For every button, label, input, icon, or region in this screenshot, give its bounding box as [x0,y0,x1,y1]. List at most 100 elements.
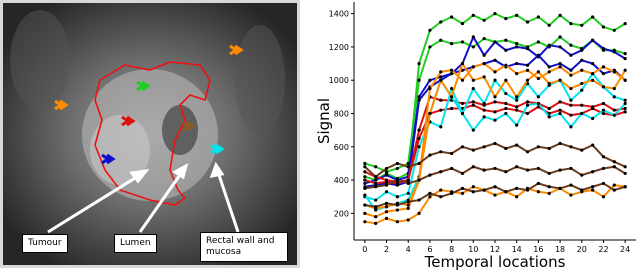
point [460,40,465,44]
point [374,185,378,189]
point [417,211,421,215]
point [591,78,595,82]
point [504,106,508,111]
point [623,56,627,61]
point [558,65,562,69]
point [471,13,475,17]
point [536,101,540,106]
point [450,71,454,76]
point [525,68,530,72]
point [363,165,367,169]
point [504,170,508,174]
point [460,111,465,116]
series-line [364,142,626,179]
point [580,173,584,177]
point [536,70,540,74]
point [374,165,378,169]
point [525,188,530,192]
x-axis-label: Temporal locations [424,253,566,271]
point [395,181,399,186]
point [363,175,367,179]
series-line [364,35,626,173]
point [623,101,627,106]
point [374,181,378,186]
point [450,68,454,72]
point [471,65,475,69]
point [406,206,410,210]
point [569,193,573,197]
point [591,185,595,189]
point [439,125,443,129]
point [504,17,508,21]
point [406,178,410,182]
point [482,53,486,57]
point [493,185,497,189]
point [504,91,508,96]
point [536,15,540,19]
point [525,78,530,82]
chart: Signal Temporal locations 20040060080010… [315,2,636,271]
point [569,103,573,107]
point [450,95,454,99]
point [515,165,519,169]
point [374,221,378,225]
point [428,153,432,157]
point [525,100,530,104]
point [569,53,573,57]
point [384,180,389,184]
point [439,195,443,199]
point [417,136,421,141]
point [374,175,378,179]
point [417,198,421,202]
point [515,95,519,99]
point [536,76,540,81]
y-tick-label: 1400 [329,10,349,19]
point [482,145,486,149]
point [580,81,584,86]
point [601,65,606,69]
point [569,98,573,102]
label: Lumen [114,234,157,253]
point [460,186,465,191]
point [536,40,540,44]
point [460,171,465,176]
y-tick-label: 800 [334,110,349,119]
point [493,141,497,146]
point [612,113,616,117]
point [395,203,399,207]
point [612,86,616,91]
point [580,111,584,116]
point [428,191,432,195]
x-tick-label: 12 [490,245,500,254]
point [515,71,519,76]
point [471,45,475,49]
point [482,61,486,66]
point [569,183,573,187]
arrows [54,44,244,165]
point [482,101,486,106]
point [623,68,627,72]
point [558,186,562,191]
point [384,190,389,194]
x-tick-label: 6 [427,245,432,254]
x-tick-label: 24 [620,245,630,254]
point [580,88,584,92]
point [406,191,410,195]
point [558,78,562,82]
point [417,178,421,182]
point [525,63,530,67]
y-tick-label: 600 [334,143,349,152]
point [471,190,475,194]
point [504,190,508,194]
point [591,170,595,174]
point [417,98,421,102]
point [623,98,627,102]
point [601,181,606,186]
point [547,115,551,119]
point [450,151,454,156]
point [439,108,443,112]
point [601,47,606,51]
point [515,186,519,191]
point [515,195,519,199]
point [363,161,367,166]
